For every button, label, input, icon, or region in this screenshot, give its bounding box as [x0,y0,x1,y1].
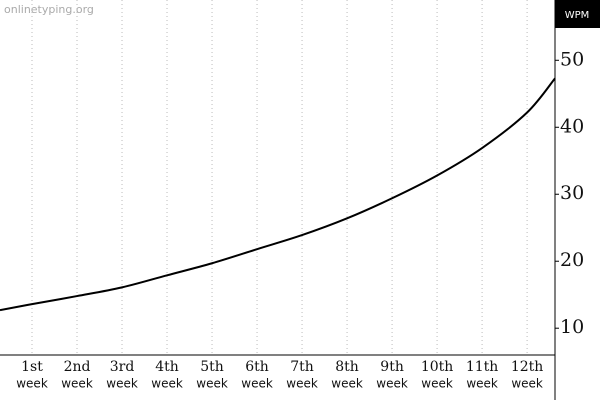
x-tick-sublabel: week [466,377,498,391]
y-axis-label: WPM [565,10,590,21]
x-tick-sublabel: week [331,377,363,391]
y-tick-label: 50 [560,48,584,70]
x-tick-label: 10th [421,359,453,375]
x-tick-sublabel: week [61,377,93,391]
line [0,77,556,312]
x-tick-sublabel: week [286,377,318,391]
watermark: onlinetyping.org [4,3,94,16]
x-tick-label: 5th [200,359,224,375]
x-tick-sublabel: week [16,377,48,391]
y-tick-label: 40 [560,115,584,137]
x-tick-label: 2nd [64,359,91,375]
x-tick-label: 4th [155,359,179,375]
x-tick-label: 12th [511,359,543,375]
y-tick-label: 20 [560,249,584,271]
x-tick-sublabel: week [151,377,183,391]
y-tick-label: 30 [560,182,584,204]
x-tick-sublabel: week [106,377,138,391]
x-tick-label: 6th [245,359,269,375]
x-tick-label: 7th [290,359,314,375]
x-tick-label: 9th [380,359,404,375]
x-tick-label: 1st [21,359,43,375]
x-tick-sublabel: week [196,377,228,391]
y-axis-label-box [555,0,600,28]
x-tick-label: 11th [466,359,498,375]
y-tick-label: 10 [560,316,584,338]
x-tick-label: 3rd [110,359,135,375]
x-tick-sublabel: week [511,377,543,391]
x-tick-sublabel: week [421,377,453,391]
x-tick-sublabel: week [241,377,273,391]
x-tick-sublabel: week [376,377,408,391]
x-tick-label: 8th [335,359,359,375]
